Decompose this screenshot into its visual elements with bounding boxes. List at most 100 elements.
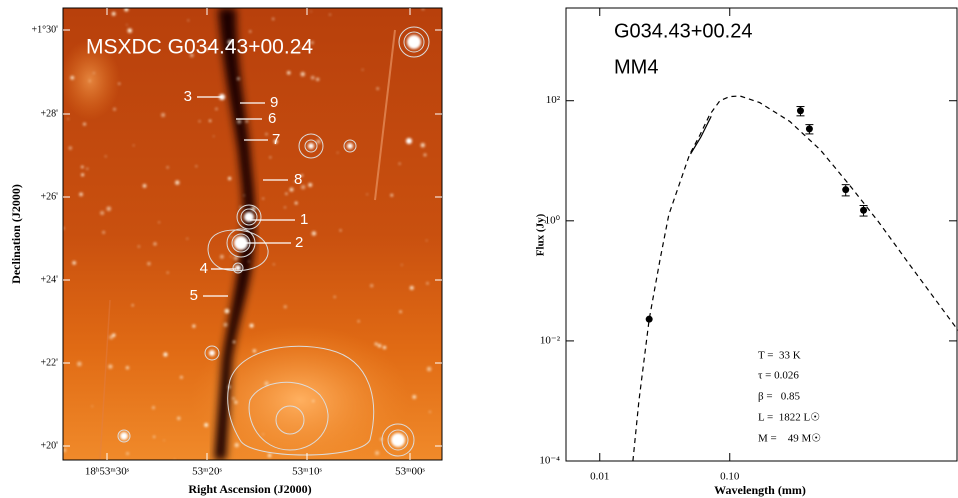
star xyxy=(310,10,312,13)
star xyxy=(269,156,272,159)
star xyxy=(79,192,83,197)
star xyxy=(273,139,278,144)
star xyxy=(179,375,183,379)
star xyxy=(208,119,212,123)
star xyxy=(68,146,73,150)
star xyxy=(76,361,82,367)
star xyxy=(72,260,77,265)
star xyxy=(190,53,194,58)
star xyxy=(311,231,317,236)
bright-star xyxy=(120,432,128,440)
star xyxy=(382,345,387,350)
star xyxy=(132,144,135,147)
source-label: 5 xyxy=(190,287,198,304)
image-y-tick-label: +24' xyxy=(41,274,59,285)
star xyxy=(102,231,105,234)
star xyxy=(195,165,198,167)
data-point xyxy=(645,315,653,323)
image-x-tick-label: 53ᵐ10ˢ xyxy=(292,466,322,478)
star xyxy=(374,342,378,346)
star xyxy=(398,162,401,165)
star xyxy=(193,292,195,294)
x-tick-label: 0.01 xyxy=(590,471,609,483)
star xyxy=(426,366,432,372)
star xyxy=(147,261,151,266)
star xyxy=(127,28,133,33)
star xyxy=(161,113,166,117)
star xyxy=(126,24,128,26)
star xyxy=(192,324,196,328)
image-x-tick-label: 18ʰ53ᵐ30ˢ xyxy=(85,466,130,478)
star xyxy=(118,82,121,85)
y-tick-label: 10² xyxy=(546,94,561,106)
bright-star xyxy=(407,35,421,49)
star xyxy=(234,400,238,404)
star xyxy=(227,39,233,45)
star xyxy=(83,122,87,126)
star xyxy=(401,264,403,266)
plot-frame xyxy=(565,7,958,462)
star xyxy=(232,340,236,344)
star xyxy=(262,433,264,436)
star xyxy=(108,364,113,369)
star xyxy=(125,366,130,370)
image-x-tick-label: 53ᵐ20ˢ xyxy=(192,466,222,478)
annotation: MM4 xyxy=(614,56,658,78)
star xyxy=(230,255,232,257)
star xyxy=(163,352,168,357)
star xyxy=(67,118,69,120)
star xyxy=(198,120,201,123)
model-curve xyxy=(632,95,958,461)
star xyxy=(366,193,368,196)
star xyxy=(308,182,313,187)
star xyxy=(300,174,304,177)
star xyxy=(297,52,299,54)
source-label: 8 xyxy=(294,171,302,188)
star xyxy=(142,184,147,188)
star xyxy=(339,229,342,232)
star xyxy=(361,68,364,71)
star xyxy=(248,260,250,263)
star xyxy=(205,47,209,51)
star xyxy=(124,8,129,12)
star xyxy=(316,77,320,82)
star xyxy=(310,75,315,80)
star xyxy=(300,71,305,77)
star xyxy=(301,185,306,190)
star xyxy=(293,180,296,183)
star xyxy=(265,132,268,136)
star xyxy=(230,236,232,238)
y-tick-label: 10⁻⁴ xyxy=(539,455,560,467)
star xyxy=(113,107,116,111)
y-axis-label: Flux (Jy) xyxy=(535,213,547,256)
star xyxy=(283,305,287,309)
data-point xyxy=(805,125,813,133)
star xyxy=(109,335,114,340)
star xyxy=(186,237,188,240)
star xyxy=(126,452,129,455)
y-tick-label: 10⁰ xyxy=(545,214,561,226)
bright-star xyxy=(391,433,405,447)
star xyxy=(236,77,240,81)
image-x-tick-label: 53ᵐ00ˢ xyxy=(395,466,425,478)
annotation: G034.43+00.24 xyxy=(614,20,752,42)
star xyxy=(428,410,431,413)
star xyxy=(357,320,360,323)
star xyxy=(298,45,301,49)
bright-star xyxy=(308,143,314,149)
star xyxy=(426,282,429,285)
image-x-label: Right Ascension (J2000) xyxy=(188,482,311,496)
star xyxy=(376,87,379,90)
y-tick-label: 10⁻² xyxy=(540,334,561,346)
image-title: MSXDC G034.43+00.24 xyxy=(86,36,313,59)
star xyxy=(112,333,116,337)
star xyxy=(375,451,380,455)
star xyxy=(294,201,298,205)
star xyxy=(399,310,402,313)
star xyxy=(88,80,91,82)
star xyxy=(377,343,382,348)
bright-star xyxy=(235,265,241,271)
star xyxy=(285,192,288,195)
annotation: M = 49 M☉ xyxy=(758,433,821,445)
